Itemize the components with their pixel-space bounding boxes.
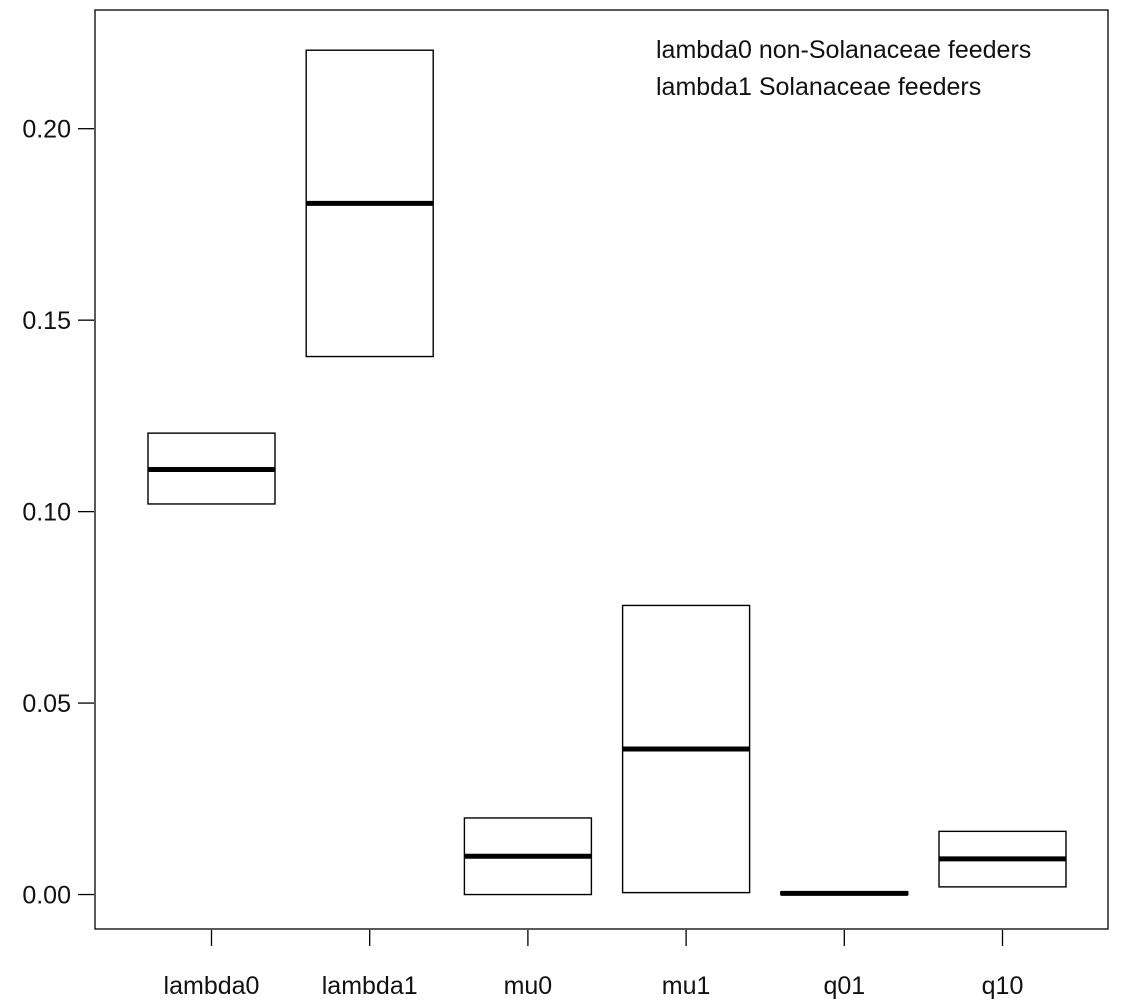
x-tick-label: lambda1 (322, 972, 418, 1000)
y-tick-label: 0.00 (22, 882, 71, 910)
y-tick-label: 0.20 (22, 116, 71, 144)
plot-frame (94, 9, 1109, 930)
x-tick-label: q10 (982, 972, 1024, 1000)
y-tick-label: 0.15 (22, 307, 71, 335)
legend-text: lambda0 non-Solanaceae feeders (656, 36, 1031, 64)
x-tick-label: mu1 (662, 972, 711, 1000)
y-tick-label: 0.05 (22, 690, 71, 718)
x-tick-label: q01 (823, 972, 865, 1000)
legend-text: lambda1 Solanaceae feeders (656, 73, 981, 101)
x-tick-label: mu0 (504, 972, 553, 1000)
y-tick-label: 0.10 (22, 499, 71, 527)
x-tick-label: lambda0 (164, 972, 260, 1000)
